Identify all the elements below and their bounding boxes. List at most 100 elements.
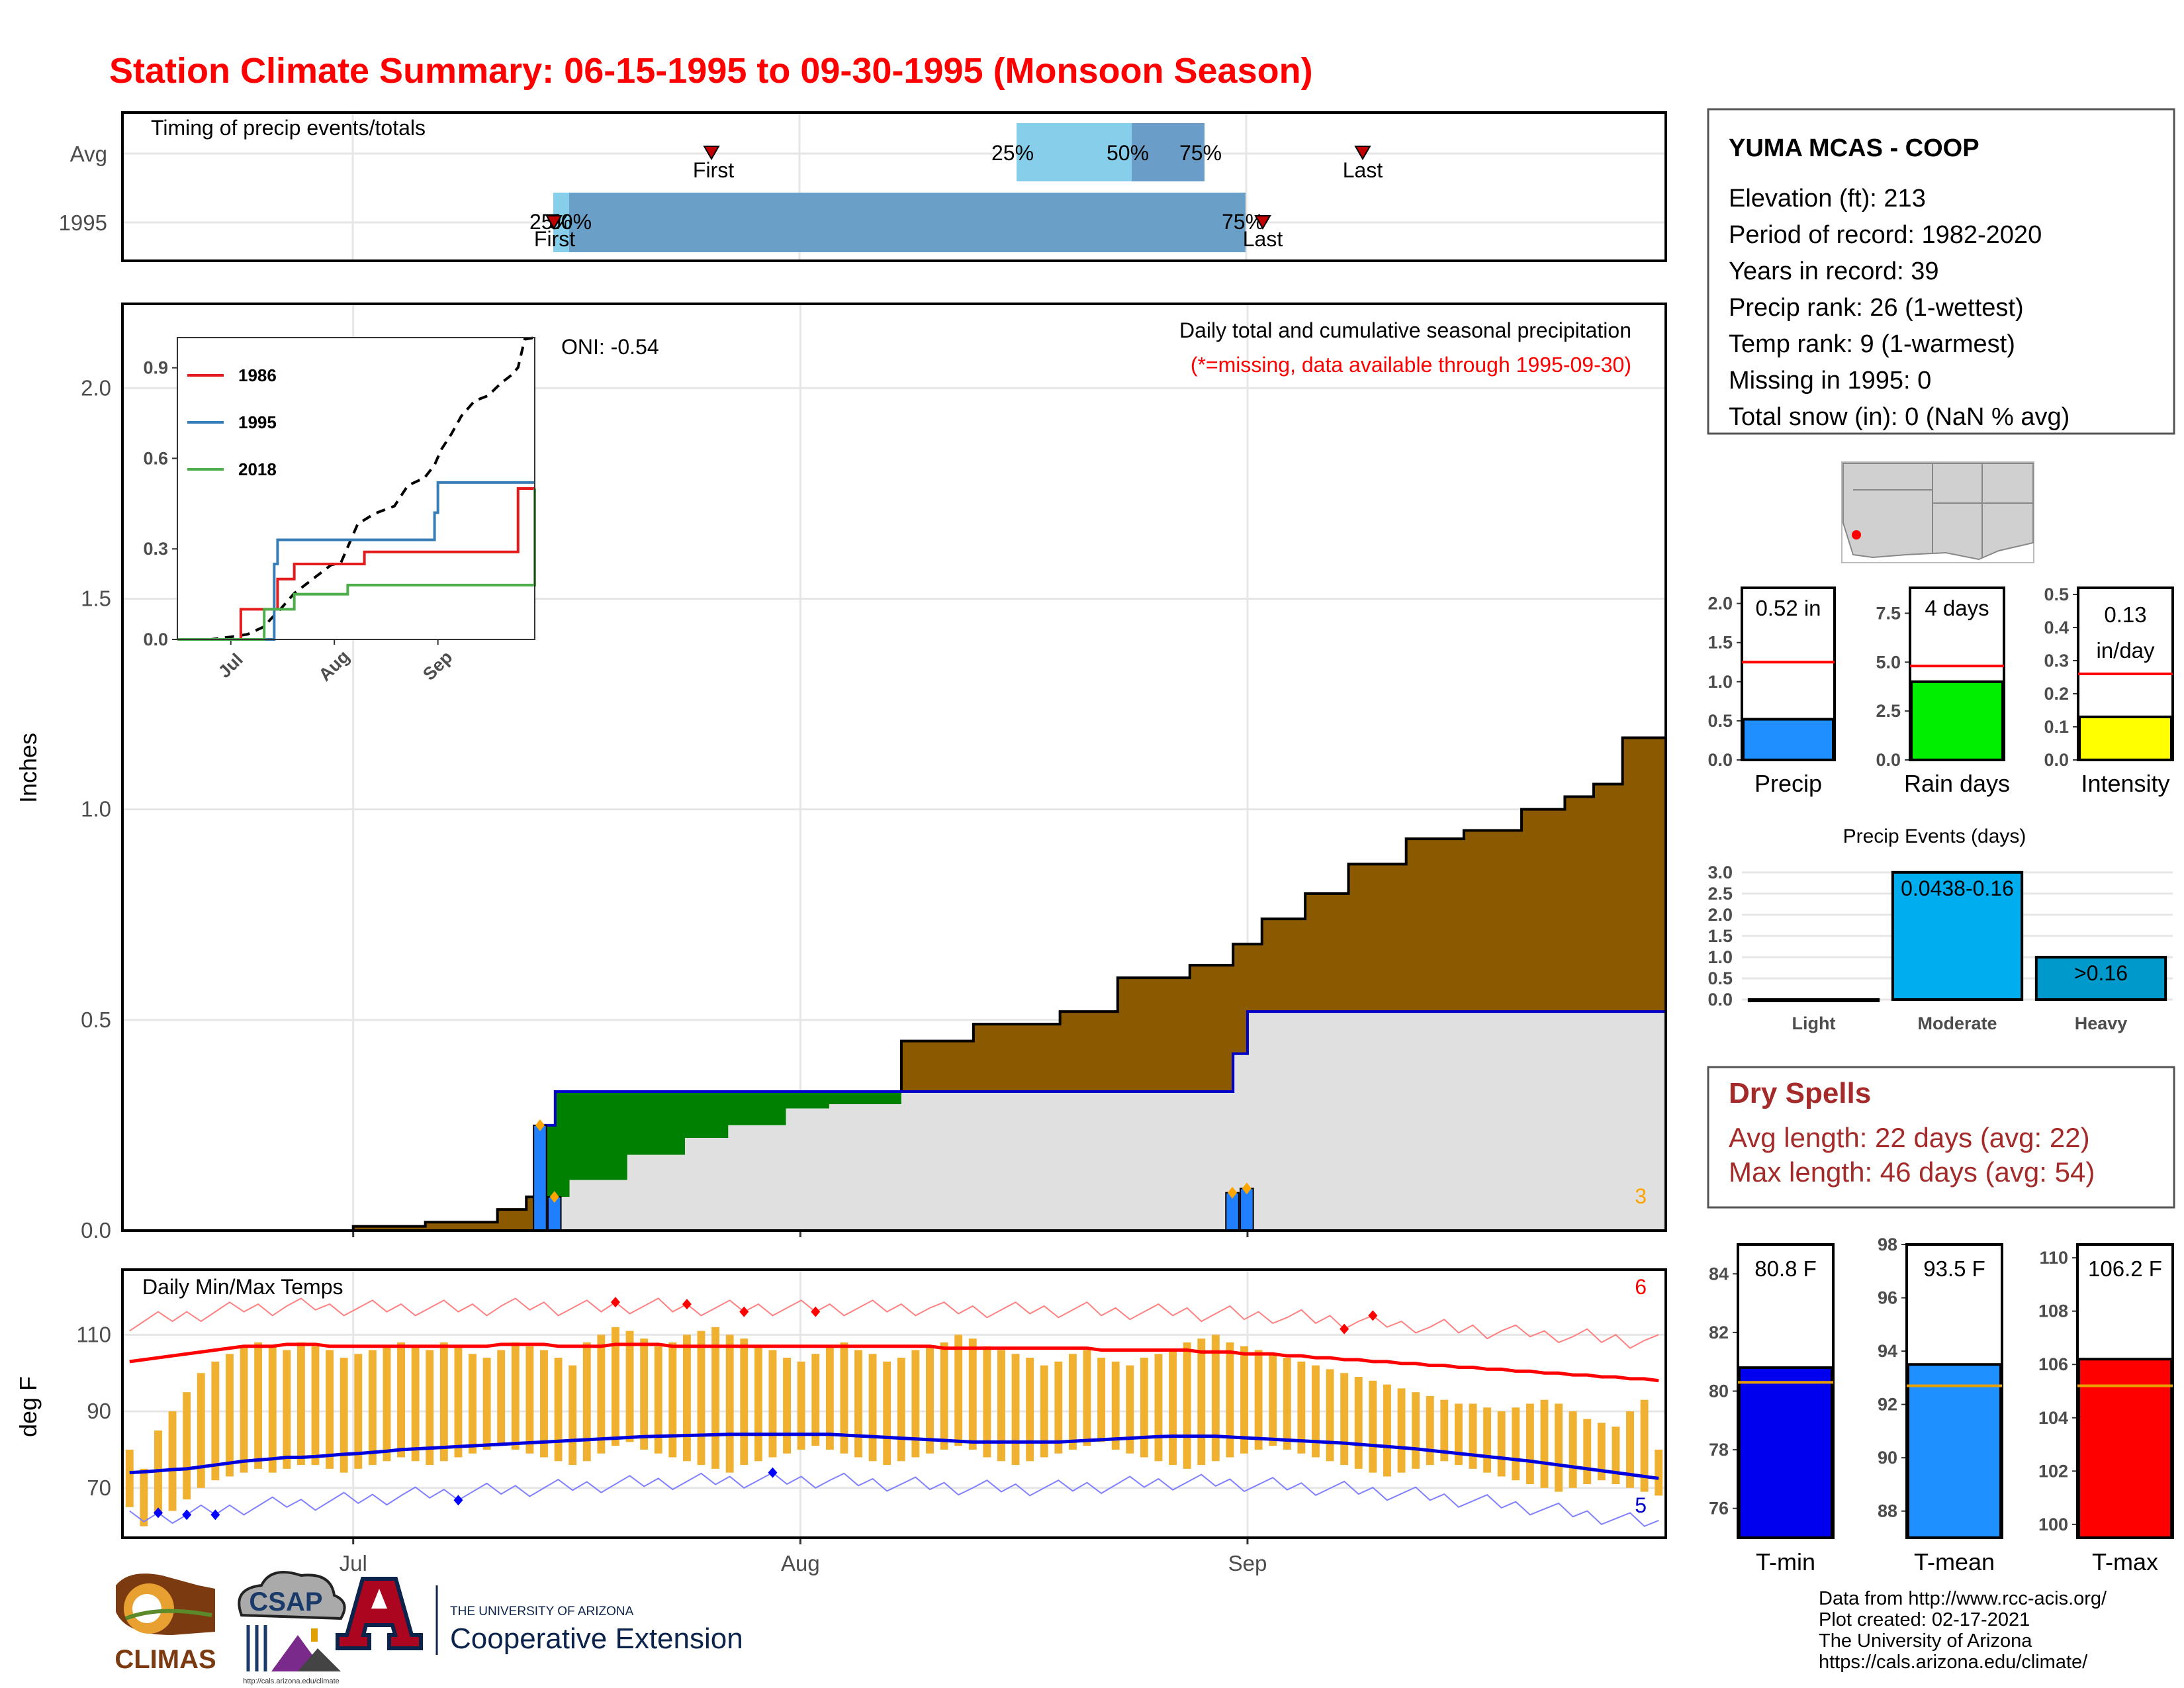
temp-bar-y-tick-label: 108 bbox=[2038, 1301, 2068, 1321]
y-tick-label: 2.0 bbox=[81, 375, 111, 400]
events-y-tick-label: 2.0 bbox=[1707, 905, 1733, 925]
value-text: 0.13 bbox=[2104, 602, 2146, 627]
mini-bar-fill bbox=[1742, 718, 1835, 761]
legend-label: 1995 bbox=[238, 412, 277, 432]
temp-range-bar bbox=[668, 1342, 677, 1458]
climas-logo-text: CLIMAS bbox=[114, 1645, 216, 1674]
mini-y-tick-label: 0.5 bbox=[2044, 585, 2069, 604]
temp-range-bar bbox=[1269, 1354, 1277, 1446]
footer-line: Plot created: 02-17-2021 bbox=[1819, 1609, 2030, 1630]
temp-range-bar bbox=[654, 1346, 662, 1454]
temp-range-bar bbox=[140, 1468, 148, 1526]
y-tick-label: 1.0 bbox=[81, 797, 111, 821]
y1995-iqr-dark bbox=[569, 193, 1246, 252]
temp-range-bar bbox=[426, 1350, 434, 1466]
inset-series-1986 bbox=[177, 487, 535, 641]
temp-range-bar bbox=[582, 1342, 591, 1462]
dry-spells-avg: Avg length: 22 days (avg: 22) bbox=[1729, 1122, 2090, 1153]
ua-logo-small-text: THE UNIVERSITY OF ARIZONA bbox=[450, 1605, 634, 1618]
tmax-average-line bbox=[129, 1342, 1659, 1383]
station-line: Precip rank: 26 (1-wettest) bbox=[1729, 294, 2024, 322]
temp-range-bar bbox=[354, 1354, 363, 1469]
temp-range-bar bbox=[226, 1354, 234, 1477]
record-low-count: 5 bbox=[1635, 1493, 1647, 1517]
temp-range-bar bbox=[697, 1331, 705, 1466]
events-title: Precip Events (days) bbox=[1843, 825, 2026, 847]
temp-panel-label: Daily Min/Max Temps bbox=[142, 1275, 343, 1299]
temp-range-bar bbox=[454, 1346, 463, 1458]
temp-range-bar bbox=[825, 1346, 834, 1450]
temp-bar-y-tick-label: 80 bbox=[1709, 1382, 1729, 1401]
temp-range-bar bbox=[954, 1335, 963, 1446]
y1995-p75-label: 75% bbox=[1222, 210, 1264, 234]
mini-bar-fill bbox=[2078, 716, 2173, 761]
temp-range-bar bbox=[1326, 1369, 1334, 1462]
event-category-label: Moderate bbox=[1917, 1013, 1997, 1033]
temp-range-bar bbox=[1525, 1403, 1534, 1484]
tmin-record-line bbox=[129, 1472, 1659, 1527]
tmax-bar: 100 102 104 106 108 110 106.2 F T-max bbox=[2038, 1243, 2174, 1575]
temp-bar-y-tick-label: 110 bbox=[2039, 1248, 2068, 1268]
station-line: Elevation (ft): 213 bbox=[1729, 185, 1926, 212]
temp-range-bar bbox=[482, 1358, 491, 1450]
ua-logo-big-text: Cooperative Extension bbox=[450, 1622, 743, 1655]
event-bar-label: >0.16 bbox=[2074, 961, 2128, 985]
timing-row-1995: 1995 bbox=[59, 211, 107, 235]
temp-range-bar bbox=[1640, 1399, 1649, 1492]
precip-marker bbox=[535, 1119, 545, 1131]
events-y-tick-label: 2.5 bbox=[1707, 884, 1733, 904]
temp-range-bar bbox=[1597, 1423, 1606, 1481]
inset-x-tick-label: Aug bbox=[315, 646, 353, 684]
temp-range-bar bbox=[1169, 1350, 1177, 1466]
temp-range-bar bbox=[1469, 1403, 1477, 1469]
temp-range-bar bbox=[125, 1449, 134, 1507]
mini-y-tick-label: 5.0 bbox=[1876, 652, 1901, 672]
precip-ylabel: Inches bbox=[15, 733, 42, 803]
temp-range-bar bbox=[296, 1342, 305, 1466]
daily-precip-bar bbox=[1240, 1188, 1254, 1232]
avg-first-marker bbox=[703, 146, 720, 160]
temp-range-bar bbox=[854, 1350, 862, 1458]
temp-bar-y-tick-label: 78 bbox=[1709, 1440, 1729, 1460]
precip-panel: 0.0 0.5 1.0 1.5 2.0 Inches ONI: -0.54 Daily … bbox=[15, 303, 1667, 1243]
avg-p25-label: 25% bbox=[991, 141, 1034, 165]
temp-range-bar bbox=[1655, 1449, 1663, 1496]
tmin-bar: 76 78 80 82 84 80.8 F T-min bbox=[1709, 1243, 1835, 1575]
temperature-stat-bars: 76 78 80 82 84 80.8 F T-min 88 90 92 94 96 98 93.5 F T… bbox=[1709, 1235, 2174, 1575]
mini-y-tick-label: 0.5 bbox=[1707, 711, 1733, 731]
temp-bar-y-tick-label: 82 bbox=[1709, 1323, 1729, 1342]
record-high-marker bbox=[682, 1299, 692, 1310]
rain-days-bar: 0.0 2.5 5.0 7.5 4 days Rain days bbox=[1876, 586, 2010, 797]
y-tick-label: 0.5 bbox=[81, 1008, 111, 1032]
temp-bar-y-tick-label: 104 bbox=[2038, 1408, 2068, 1428]
precip-marker bbox=[1228, 1186, 1238, 1199]
temp-range-bar bbox=[811, 1354, 820, 1446]
temp-y-tick-label: 110 bbox=[76, 1322, 111, 1346]
temp-range-bar bbox=[1612, 1427, 1620, 1484]
temp-range-bar bbox=[1312, 1365, 1320, 1458]
temp-bar-y-tick-label: 98 bbox=[1878, 1235, 1897, 1254]
temp-range-bar bbox=[254, 1342, 263, 1469]
temp-range-bar bbox=[1140, 1358, 1148, 1458]
temp-range-bar bbox=[1583, 1419, 1592, 1484]
temp-range-bar bbox=[1497, 1411, 1506, 1477]
tmean-bar: 88 90 92 94 96 98 93.5 F T-mean bbox=[1878, 1235, 2003, 1575]
avg-iqr-light bbox=[1017, 123, 1132, 181]
temp-range-bar bbox=[840, 1342, 848, 1454]
mini-y-tick-label: 0.0 bbox=[1876, 750, 1901, 770]
temp-range-bar bbox=[1154, 1354, 1163, 1462]
timing-panel: Timing of precip events/totals Avg 1995 … bbox=[59, 111, 1667, 262]
temp-range-bar bbox=[497, 1350, 506, 1446]
station-info: YUMA MCAS - COOP Elevation (ft): 213 Per… bbox=[1707, 108, 2175, 435]
mini-y-tick-label: 2.0 bbox=[1707, 594, 1733, 614]
record-low-marker bbox=[453, 1495, 463, 1506]
avg-last-label: Last bbox=[1343, 158, 1383, 182]
overlap-area bbox=[122, 1011, 1666, 1231]
temp-range-bar bbox=[783, 1358, 791, 1454]
svg-text:http://cals.arizona.edu/climat: http://cals.arizona.edu/climate bbox=[243, 1677, 340, 1685]
temp-range-bar bbox=[311, 1346, 320, 1466]
station-name: YUMA MCAS - COOP bbox=[1729, 134, 1979, 162]
mini-y-tick-label: 0.0 bbox=[2044, 750, 2069, 770]
temp-range-bar bbox=[983, 1346, 991, 1458]
